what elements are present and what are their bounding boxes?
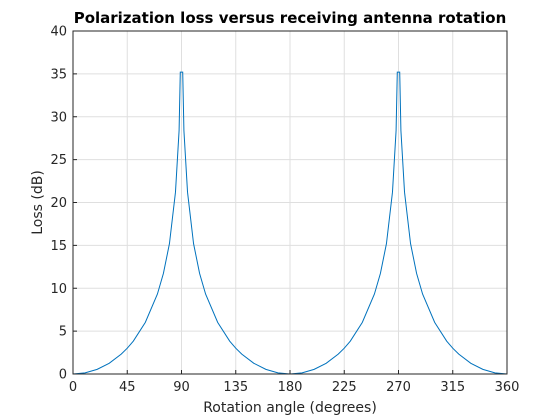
y-tick-label-5: 25	[50, 153, 67, 168]
x-tick-label-2: 90	[173, 380, 190, 395]
x-tick-label-5: 225	[332, 380, 357, 395]
y-tick-label-4: 20	[50, 196, 67, 211]
y-axis-label: Loss (dB)	[30, 170, 46, 235]
grid	[72, 30, 508, 375]
y-tick-label-3: 15	[50, 239, 67, 254]
y-tick-label-6: 30	[50, 110, 67, 125]
x-axis-label: Rotation angle (degrees)	[203, 400, 377, 416]
x-tick-label-4: 180	[278, 380, 303, 395]
x-tick-label-3: 135	[223, 380, 248, 395]
x-tick-label-8: 360	[495, 380, 520, 395]
ticks: 0 45 90 135 180 225 270 315 360 0 5 10 15 20 25 30 35 40	[50, 25, 519, 396]
y-tick-label-2: 10	[50, 282, 67, 297]
y-tick-label-0: 0	[59, 368, 67, 383]
y-tick-label-8: 40	[50, 25, 67, 40]
x-tick-label-7: 315	[440, 380, 465, 395]
y-tick-label-7: 35	[50, 67, 67, 82]
x-tick-label-0: 0	[69, 380, 77, 395]
x-tick-label-1: 45	[119, 380, 136, 395]
chart-title: Polarization loss versus receiving anten…	[74, 9, 507, 27]
y-tick-label-1: 5	[59, 325, 67, 340]
x-tick-label-6: 270	[386, 380, 411, 395]
